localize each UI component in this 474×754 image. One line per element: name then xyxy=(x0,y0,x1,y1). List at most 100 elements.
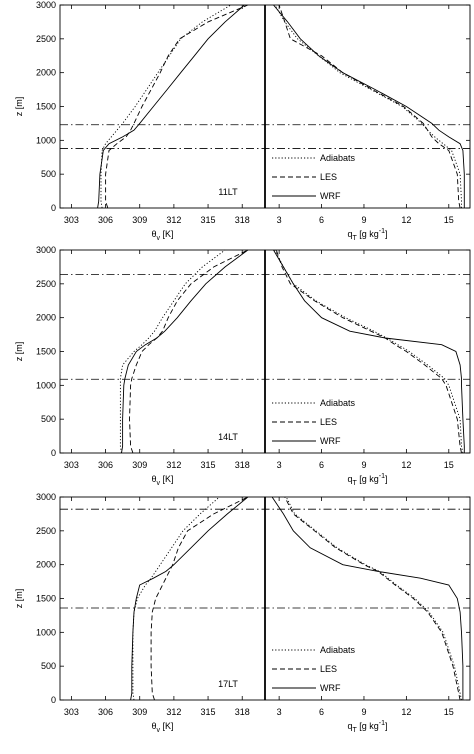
x-axis-label: qT [g kg-1] xyxy=(347,720,387,734)
x-label-rest: [K] xyxy=(160,229,174,239)
x-tick-label: 312 xyxy=(166,460,181,470)
panel-label: 14LT xyxy=(218,432,238,442)
x-tick-label: 306 xyxy=(98,460,113,470)
x-tick-label: 15 xyxy=(444,215,454,225)
profile-line xyxy=(119,249,226,454)
profile-line xyxy=(105,4,249,209)
legend-label: WRF xyxy=(320,191,341,201)
x-label-sub: v xyxy=(157,727,161,734)
x-label-sub: v xyxy=(157,235,161,242)
y-tick-label: 0 xyxy=(51,695,56,705)
x-tick-label: 15 xyxy=(444,460,454,470)
x-tick-label: 3 xyxy=(277,707,282,717)
x-label-sub: T xyxy=(352,480,357,487)
y-tick-label: 2500 xyxy=(36,34,56,44)
legend-label: Adiabats xyxy=(320,398,356,408)
x-tick-label: 312 xyxy=(166,215,181,225)
panel-label: 11LT xyxy=(218,187,238,197)
x-label-main: q xyxy=(347,721,352,731)
x-tick-label: 312 xyxy=(166,707,181,717)
x-tick-label: 9 xyxy=(361,707,366,717)
x-label-main: θ xyxy=(151,474,156,484)
x-label-rest: [g kg xyxy=(357,229,379,239)
profile-line xyxy=(273,4,465,208)
profile-line xyxy=(284,496,461,701)
y-tick-label: 500 xyxy=(41,414,56,424)
x-axis-label: qT [g kg-1] xyxy=(347,228,387,242)
profile-line xyxy=(121,249,249,454)
x-tick-label: 3 xyxy=(277,215,282,225)
y-tick-label: 2000 xyxy=(36,560,56,570)
profile-line xyxy=(129,249,249,454)
x-axis-label: θv [K] xyxy=(151,229,173,242)
y-tick-label: 1500 xyxy=(36,102,56,112)
x-label-end: ] xyxy=(385,229,388,239)
y-tick-label: 0 xyxy=(51,448,56,458)
x-axis-label: θv [K] xyxy=(151,721,173,734)
panel-frame xyxy=(59,4,266,209)
panel-frame xyxy=(264,496,471,701)
y-tick-label: 0 xyxy=(51,203,56,213)
x-label-main: θ xyxy=(151,721,156,731)
panel-frame xyxy=(59,249,266,454)
y-axis-label: z [m] xyxy=(14,342,24,362)
legend-label: WRF xyxy=(320,436,341,446)
x-tick-label: 309 xyxy=(132,215,147,225)
y-tick-label: 500 xyxy=(41,169,56,179)
x-tick-label: 303 xyxy=(64,460,79,470)
y-tick-label: 2500 xyxy=(36,526,56,536)
x-label-end: ] xyxy=(385,474,388,484)
profile-line xyxy=(132,496,220,701)
profile-line xyxy=(150,496,249,701)
x-tick-label: 15 xyxy=(444,707,454,717)
x-label-main: q xyxy=(347,229,352,239)
x-tick-label: 306 xyxy=(98,707,113,717)
x-tick-label: 318 xyxy=(235,215,250,225)
x-label-main: q xyxy=(347,474,352,484)
x-label-sup: -1 xyxy=(379,473,385,480)
panel-frame xyxy=(264,249,471,454)
profile-line xyxy=(285,496,462,701)
profile-line xyxy=(274,4,462,208)
x-tick-label: 12 xyxy=(401,707,411,717)
x-label-sup: -1 xyxy=(379,228,385,235)
x-label-sub: T xyxy=(352,727,357,734)
x-label-sup: -1 xyxy=(379,720,385,727)
legend-label: LES xyxy=(320,172,337,182)
x-tick-label: 303 xyxy=(64,707,79,717)
panel-frame xyxy=(59,496,266,701)
x-tick-label: 318 xyxy=(235,707,250,717)
x-tick-label: 6 xyxy=(319,215,324,225)
y-tick-label: 1000 xyxy=(36,627,56,637)
x-label-rest: [g kg xyxy=(357,721,379,731)
legend-label: LES xyxy=(320,417,337,427)
x-tick-label: 309 xyxy=(132,460,147,470)
y-tick-label: 2500 xyxy=(36,279,56,289)
x-tick-label: 9 xyxy=(361,460,366,470)
y-axis-label: z [m] xyxy=(14,589,24,609)
profile-line xyxy=(271,496,464,700)
x-label-rest: [K] xyxy=(160,721,174,731)
panel-frame xyxy=(264,4,471,209)
profile-line xyxy=(278,4,461,209)
x-tick-label: 6 xyxy=(319,707,324,717)
legend-label: Adiabats xyxy=(320,645,356,655)
x-label-rest: [g kg xyxy=(357,474,379,484)
x-label-end: ] xyxy=(385,721,388,731)
y-tick-label: 2000 xyxy=(36,313,56,323)
x-tick-label: 12 xyxy=(401,460,411,470)
panel-label: 17LT xyxy=(218,679,238,689)
x-axis-label: qT [g kg-1] xyxy=(347,473,387,487)
profile-line xyxy=(97,4,245,209)
x-tick-label: 315 xyxy=(201,707,216,717)
y-tick-label: 2000 xyxy=(36,68,56,78)
legend-label: Adiabats xyxy=(320,153,356,163)
y-tick-label: 3000 xyxy=(36,0,56,10)
legend-label: WRF xyxy=(320,683,341,693)
y-axis-label: z [m] xyxy=(14,97,24,117)
x-tick-label: 315 xyxy=(201,215,216,225)
x-tick-label: 303 xyxy=(64,215,79,225)
x-label-main: θ xyxy=(151,229,156,239)
profile-line xyxy=(274,249,464,454)
